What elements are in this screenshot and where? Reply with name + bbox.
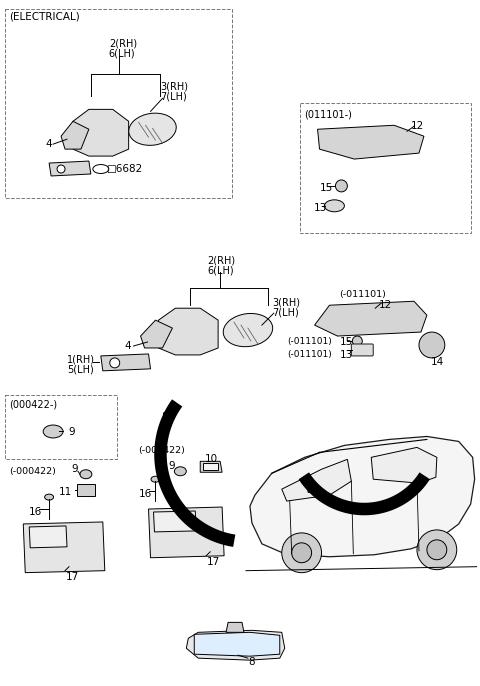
Text: 1(RH): 1(RH) [67,355,95,365]
Text: 6(LH): 6(LH) [109,49,135,59]
Text: 13: 13 [313,203,327,213]
Polygon shape [61,121,89,149]
Circle shape [352,336,362,346]
Polygon shape [282,460,351,501]
Text: 16: 16 [139,489,152,499]
Polygon shape [203,463,218,471]
Text: 15: 15 [339,337,353,347]
Circle shape [292,543,312,563]
Polygon shape [101,354,151,371]
Polygon shape [194,632,280,657]
Circle shape [417,530,457,569]
Ellipse shape [151,476,160,482]
Text: 2(RH): 2(RH) [207,255,235,265]
Text: 9: 9 [168,461,175,471]
Text: (ELECTRICAL): (ELECTRICAL) [9,12,80,22]
Text: (000422-): (000422-) [9,400,58,410]
Polygon shape [77,484,95,496]
Ellipse shape [93,165,109,174]
Polygon shape [250,436,475,557]
Polygon shape [200,461,222,472]
Polygon shape [29,526,67,548]
Ellipse shape [223,314,273,346]
Ellipse shape [174,466,186,475]
Circle shape [427,540,447,560]
Text: 4: 4 [45,139,52,149]
Ellipse shape [129,113,176,145]
Polygon shape [318,126,424,159]
Text: 12: 12 [379,300,393,310]
Polygon shape [148,507,224,558]
Text: (011101-): (011101-) [305,109,352,119]
Text: 3(RH): 3(RH) [160,82,189,91]
Polygon shape [141,320,172,348]
Text: □6682: □6682 [106,164,142,174]
Text: 12: 12 [411,121,424,131]
Polygon shape [154,511,196,532]
Circle shape [57,165,65,173]
Polygon shape [73,109,129,156]
Text: 4: 4 [125,341,132,351]
Polygon shape [49,161,91,176]
Circle shape [419,332,445,358]
FancyBboxPatch shape [351,344,373,356]
Text: 3(RH): 3(RH) [272,297,300,307]
Ellipse shape [45,494,54,500]
Text: 5(LH): 5(LH) [67,365,94,375]
Text: 16: 16 [29,507,42,517]
Text: (-011101): (-011101) [288,337,333,346]
Text: (-011101): (-011101) [288,350,333,359]
Text: 2(RH): 2(RH) [109,39,137,49]
Text: (-000422): (-000422) [9,467,56,476]
Text: 11: 11 [59,487,72,497]
Text: 15: 15 [320,183,333,193]
Text: 10: 10 [205,454,218,464]
Circle shape [282,533,322,573]
Text: 17: 17 [207,557,220,567]
Text: 6(LH): 6(LH) [207,265,234,276]
Circle shape [336,180,348,192]
Ellipse shape [324,200,344,212]
Text: 7(LH): 7(LH) [272,307,299,317]
Text: (-011101): (-011101) [339,290,386,299]
Polygon shape [186,630,285,660]
Text: 17: 17 [66,571,79,582]
Text: 13: 13 [339,350,353,360]
Ellipse shape [43,425,63,438]
Circle shape [110,358,120,368]
Text: 9: 9 [68,427,74,436]
Text: 8: 8 [248,657,254,667]
Polygon shape [371,447,437,483]
Text: (-000422): (-000422) [139,447,185,456]
Polygon shape [23,522,105,573]
Polygon shape [226,622,244,632]
Polygon shape [158,308,218,355]
Text: 14: 14 [431,357,444,367]
Text: 7(LH): 7(LH) [160,91,187,102]
Text: 9: 9 [71,464,78,474]
Ellipse shape [80,470,92,479]
Polygon shape [314,301,427,336]
